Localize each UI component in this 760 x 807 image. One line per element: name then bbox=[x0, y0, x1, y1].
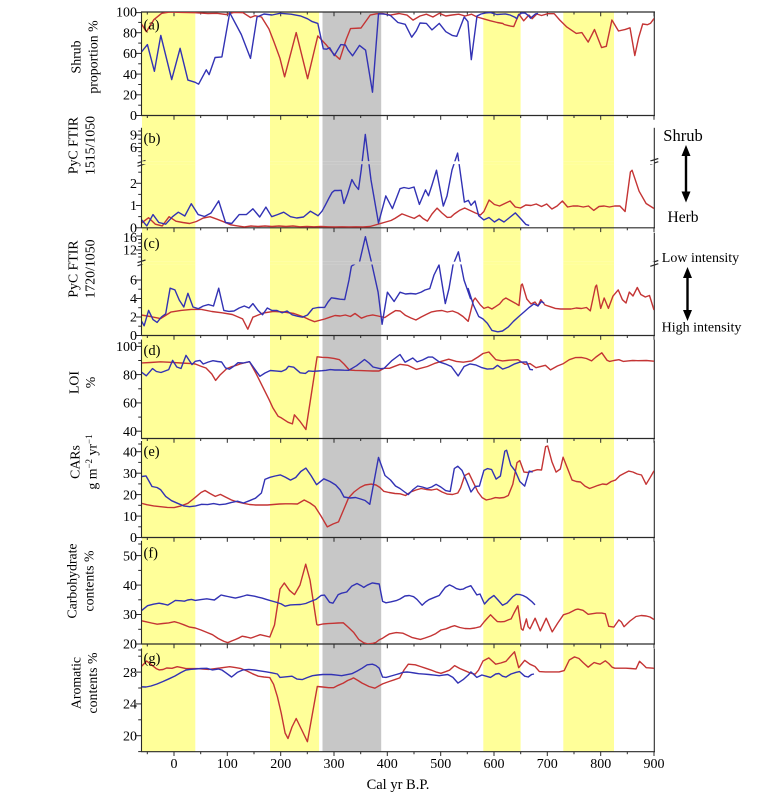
svg-text:80: 80 bbox=[123, 368, 137, 383]
svg-text:2: 2 bbox=[130, 311, 137, 326]
svg-text:proportion %: proportion % bbox=[86, 20, 101, 94]
svg-text:LOI: LOI bbox=[67, 371, 82, 394]
svg-text:CARs: CARs bbox=[68, 445, 83, 479]
svg-text:Aromatic: Aromatic bbox=[69, 657, 84, 709]
svg-text:6: 6 bbox=[130, 141, 137, 156]
svg-text:0: 0 bbox=[171, 757, 178, 772]
svg-text:(b): (b) bbox=[144, 131, 161, 147]
svg-text:6: 6 bbox=[130, 274, 137, 289]
svg-text:60: 60 bbox=[123, 47, 137, 62]
svg-text:0: 0 bbox=[130, 222, 137, 237]
svg-text:(f): (f) bbox=[144, 546, 159, 562]
svg-text:contents %: contents % bbox=[85, 652, 100, 713]
svg-text:20: 20 bbox=[123, 638, 137, 653]
svg-text:60: 60 bbox=[123, 397, 137, 412]
svg-text:40: 40 bbox=[123, 579, 137, 594]
svg-text:400: 400 bbox=[377, 757, 398, 772]
svg-text:contents %: contents % bbox=[82, 550, 97, 611]
svg-text:1515/1050: 1515/1050 bbox=[83, 116, 98, 175]
svg-text:500: 500 bbox=[430, 757, 451, 772]
svg-text:28: 28 bbox=[123, 666, 137, 681]
svg-text:10: 10 bbox=[123, 510, 137, 525]
svg-text:700: 700 bbox=[537, 757, 558, 772]
svg-text:Carbohydrate: Carbohydrate bbox=[65, 543, 80, 618]
svg-text:1720/1050: 1720/1050 bbox=[83, 239, 98, 298]
svg-text:(e): (e) bbox=[144, 444, 160, 460]
svg-text:16: 16 bbox=[123, 231, 137, 246]
svg-text:PyC FTIR: PyC FTIR bbox=[66, 240, 81, 298]
svg-text:20: 20 bbox=[123, 729, 137, 744]
svg-text:Shrub: Shrub bbox=[69, 40, 84, 73]
svg-text:300: 300 bbox=[324, 757, 345, 772]
svg-text:40: 40 bbox=[123, 68, 137, 83]
svg-text:800: 800 bbox=[590, 757, 611, 772]
svg-text:%: % bbox=[83, 376, 98, 388]
svg-text:30: 30 bbox=[123, 608, 137, 623]
svg-text:(c): (c) bbox=[144, 236, 160, 252]
svg-text:Herb: Herb bbox=[668, 209, 699, 226]
svg-text:Shrub: Shrub bbox=[663, 126, 702, 145]
svg-text:1: 1 bbox=[130, 199, 137, 214]
svg-text:g m−2 yr−1: g m−2 yr−1 bbox=[84, 434, 100, 489]
svg-text:0: 0 bbox=[130, 531, 137, 546]
svg-text:200: 200 bbox=[270, 757, 291, 772]
svg-text:600: 600 bbox=[484, 757, 505, 772]
svg-text:(d): (d) bbox=[144, 343, 161, 359]
svg-text:(g): (g) bbox=[144, 651, 161, 667]
svg-text:900: 900 bbox=[644, 757, 665, 772]
svg-text:20: 20 bbox=[123, 89, 137, 104]
svg-text:0: 0 bbox=[130, 329, 137, 344]
svg-text:(a): (a) bbox=[144, 18, 160, 34]
svg-text:100: 100 bbox=[116, 340, 137, 355]
svg-text:80: 80 bbox=[123, 26, 137, 41]
svg-text:24: 24 bbox=[123, 698, 137, 713]
svg-text:20: 20 bbox=[123, 488, 137, 503]
svg-text:2: 2 bbox=[130, 177, 137, 192]
svg-text:100: 100 bbox=[116, 6, 137, 21]
svg-text:Low intensity: Low intensity bbox=[662, 251, 739, 266]
svg-text:12: 12 bbox=[123, 244, 137, 259]
svg-text:PyC FTIR: PyC FTIR bbox=[66, 116, 81, 174]
svg-text:100: 100 bbox=[217, 757, 238, 772]
svg-text:9: 9 bbox=[130, 129, 137, 144]
svg-text:50: 50 bbox=[123, 549, 137, 564]
svg-text:40: 40 bbox=[123, 425, 137, 440]
svg-text:4: 4 bbox=[130, 292, 137, 307]
svg-text:0: 0 bbox=[130, 109, 137, 124]
svg-text:High intensity: High intensity bbox=[662, 321, 742, 336]
svg-text:30: 30 bbox=[123, 467, 137, 482]
svg-text:40: 40 bbox=[123, 445, 137, 460]
svg-text:Cal yr B.P.: Cal yr B.P. bbox=[367, 777, 430, 793]
